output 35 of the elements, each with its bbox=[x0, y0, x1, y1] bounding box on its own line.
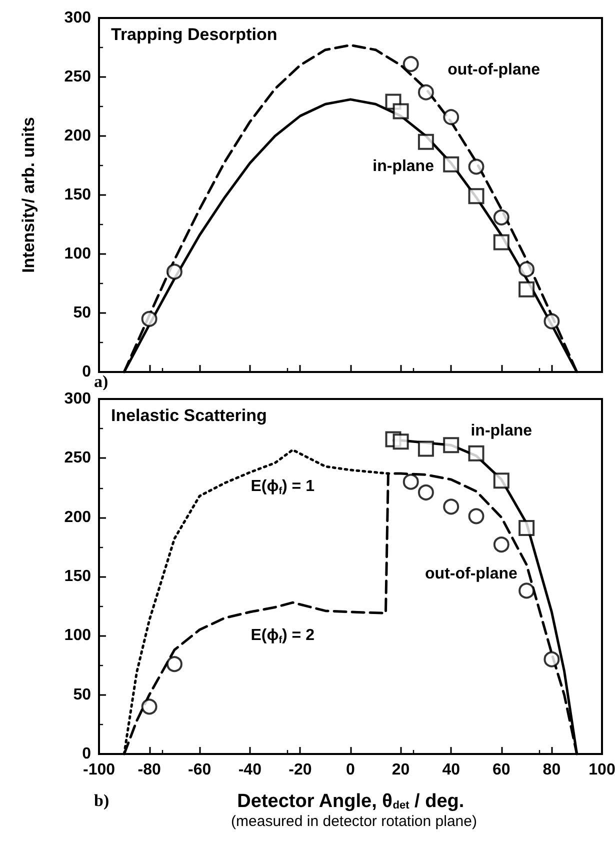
y-tick-label: 100 bbox=[64, 246, 92, 262]
x-tick-label: -40 bbox=[238, 762, 262, 778]
y-tick-label: 50 bbox=[73, 686, 92, 704]
y-tick-label: 250 bbox=[64, 68, 92, 86]
x-tick-label: 40 bbox=[442, 762, 460, 778]
y-tick-label: 150 bbox=[64, 186, 92, 204]
x-axis-title: Detector Angle, θdet / deg. bbox=[237, 791, 464, 812]
x-tick-label: 60 bbox=[492, 762, 510, 778]
x-tick-label: -20 bbox=[288, 762, 312, 778]
y-axis-title: Intensity/ arb. units bbox=[19, 117, 38, 273]
y-tick-label: 100 bbox=[64, 627, 92, 644]
y-tick-label: 0 bbox=[82, 364, 92, 380]
chart-title: Trapping Desorption bbox=[111, 25, 278, 44]
x-tick-label: -60 bbox=[188, 762, 212, 778]
x-tick-label: 80 bbox=[542, 762, 561, 778]
chart-title: Inelastic Scattering bbox=[111, 406, 267, 425]
x-tick-label: 0 bbox=[346, 762, 356, 778]
x-tick-label: 100 bbox=[588, 762, 615, 778]
text: b) bbox=[94, 791, 110, 810]
annotation: out-of-plane bbox=[425, 566, 518, 583]
x-tick-label: -100 bbox=[82, 762, 116, 778]
y-tick-label: 250 bbox=[64, 450, 92, 467]
y-tick-label: 300 bbox=[64, 390, 92, 408]
y-tick-label: 150 bbox=[64, 568, 92, 585]
y-tick-label: 300 bbox=[64, 10, 92, 26]
annotation: in-plane bbox=[470, 422, 532, 440]
y-tick-label: 200 bbox=[64, 508, 92, 526]
text: (measured in detector rotation plane) bbox=[231, 813, 477, 830]
x-tick-label: -80 bbox=[138, 762, 161, 778]
y-tick-label: 50 bbox=[73, 304, 92, 322]
x-tick-label: 20 bbox=[392, 762, 410, 778]
annotation: in-plane bbox=[372, 158, 434, 176]
annotation: out-of-plane bbox=[448, 61, 540, 78]
y-tick-label: 0 bbox=[82, 746, 92, 762]
y-tick-label: 200 bbox=[64, 128, 92, 144]
